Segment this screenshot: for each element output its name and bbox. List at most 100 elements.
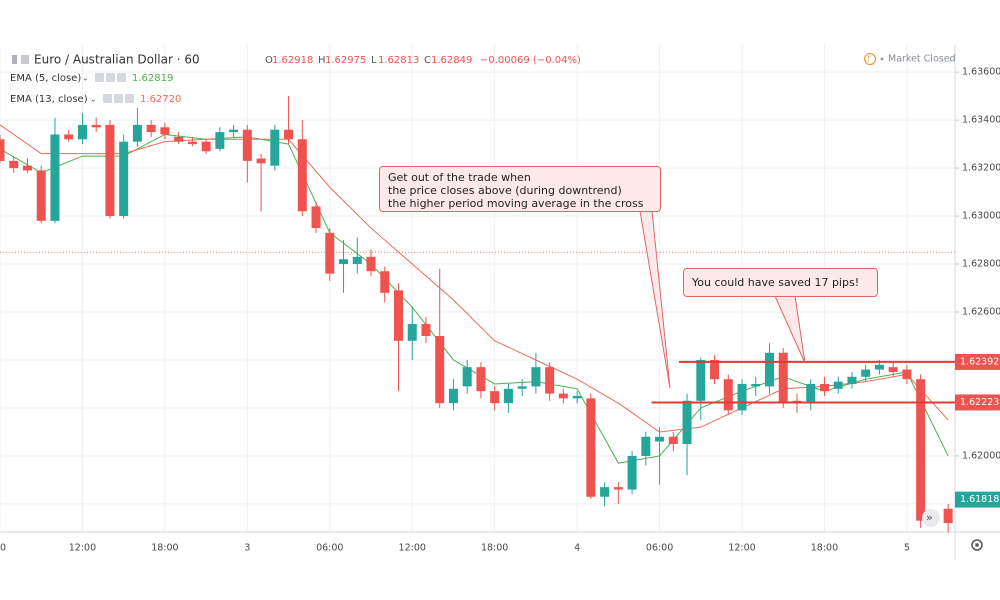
nav-button[interactable]: » [922, 509, 940, 527]
candle-body [737, 383, 747, 411]
legend-value: 1.62819 [132, 73, 173, 84]
candle-body [874, 364, 884, 370]
y-tick-label: 1.62000 [962, 450, 1000, 461]
grid [0, 45, 955, 532]
candle-body [36, 170, 46, 221]
candle-body [380, 271, 390, 293]
callout-text: the higher period moving average in the … [388, 197, 644, 210]
x-tick-label: 18:00 [151, 543, 178, 554]
candle-body [888, 367, 898, 372]
candle-body [943, 508, 953, 524]
callout: You could have saved 17 pips! [683, 268, 878, 297]
price-tag [955, 353, 1000, 370]
candle-body [778, 352, 788, 404]
candle-body [627, 455, 637, 490]
callout-pointer [774, 295, 806, 364]
candle-body [751, 383, 761, 387]
candle-body [215, 132, 225, 149]
ohlc-key: O [265, 55, 273, 66]
change: −0.00069 (−0.04%) [480, 55, 581, 66]
settings[interactable] [971, 539, 983, 551]
candle-body [490, 391, 500, 404]
candle-body [146, 124, 156, 133]
candle-body [132, 124, 142, 142]
candle-body [160, 127, 170, 135]
candle-body [421, 324, 431, 337]
settings-icon[interactable] [971, 539, 983, 551]
x-tick-label: 06:00 [316, 543, 343, 554]
y-tick-label: 1.62600 [962, 307, 1000, 318]
x-tick-label: 06:00 [646, 543, 673, 554]
candle-body [366, 256, 376, 272]
candle-body [641, 436, 651, 456]
candle-body [9, 160, 19, 169]
candle-body [558, 393, 568, 399]
legend-name: EMA (5, close) [10, 73, 81, 84]
candle-body [847, 376, 857, 384]
candle-body [393, 290, 403, 341]
candle-body [572, 395, 582, 399]
candle-body [297, 139, 307, 212]
candle-body [600, 487, 610, 497]
axes: 1.63600 1.63400 1.63200 1.63000 1.62800 1.626… [0, 67, 1000, 554]
x-tick-label: 18:00 [811, 543, 838, 554]
candle-body [174, 136, 184, 142]
callout-text: the price closes above (during downtrend… [388, 184, 622, 197]
candle-body [435, 336, 445, 404]
x-tick-label: 3 [244, 543, 250, 554]
scroll-button[interactable] [922, 509, 940, 527]
y-tick-label: 1.63600 [962, 67, 1000, 78]
candle-body [902, 369, 912, 380]
plot [0, 96, 955, 533]
header: Euro / Australian Dollar · 60 O 1.62918 H 1… [12, 53, 956, 67]
candle-body [517, 386, 527, 389]
x-tick-label: 00 [0, 543, 6, 554]
candle-body [668, 436, 678, 444]
candle-body [105, 124, 115, 217]
ohlc-key: L [371, 55, 377, 66]
candle-body [723, 379, 733, 411]
callout-text: You could have saved 17 pips! [692, 276, 860, 289]
candle-body [311, 206, 321, 229]
candle-body [448, 388, 458, 404]
candle-body [586, 398, 596, 497]
x-tick-label: 5 [904, 543, 910, 554]
candle-body [655, 436, 665, 442]
legend-name: EMA (13, close) [10, 94, 88, 105]
candle-body [50, 134, 60, 221]
symbol-title: Euro / Australian Dollar · 60 [34, 53, 200, 67]
candle-body [242, 129, 252, 161]
legend-button [117, 73, 126, 82]
ema-line [0, 124, 949, 433]
icon [12, 55, 17, 64]
callout: Get out of the trade when the price close… [379, 166, 661, 212]
y-tick-label: 1.62800 [962, 259, 1000, 270]
legend-value: 1.62720 [140, 94, 181, 105]
legend-button [114, 94, 123, 103]
y-tick-label: 1.63200 [962, 163, 1000, 174]
candle-body [407, 324, 417, 341]
candle-body [77, 124, 87, 140]
candle-body [531, 367, 541, 387]
x-tick-label: 12:00 [399, 543, 426, 554]
x-tick-label: 18:00 [481, 543, 508, 554]
legend-caret: ⌄ [90, 95, 97, 104]
x-tick-label: 12:00 [728, 543, 755, 554]
candle-body [916, 379, 926, 521]
candle-body [352, 256, 362, 265]
scroll-icon: » [926, 511, 933, 524]
chart-bg [0, 45, 1000, 560]
market-status: Market Closed [888, 54, 956, 65]
candle-body [710, 359, 720, 380]
price-tag [955, 491, 1000, 508]
candle-body [682, 400, 692, 444]
callout-text: Get out of the trade when [388, 171, 531, 184]
candle-body [503, 388, 513, 404]
candle-body [806, 383, 816, 404]
candle-body [64, 134, 74, 140]
status-icon-mark: ! [867, 55, 870, 64]
candle-body [119, 141, 129, 217]
candle-body [613, 487, 623, 490]
